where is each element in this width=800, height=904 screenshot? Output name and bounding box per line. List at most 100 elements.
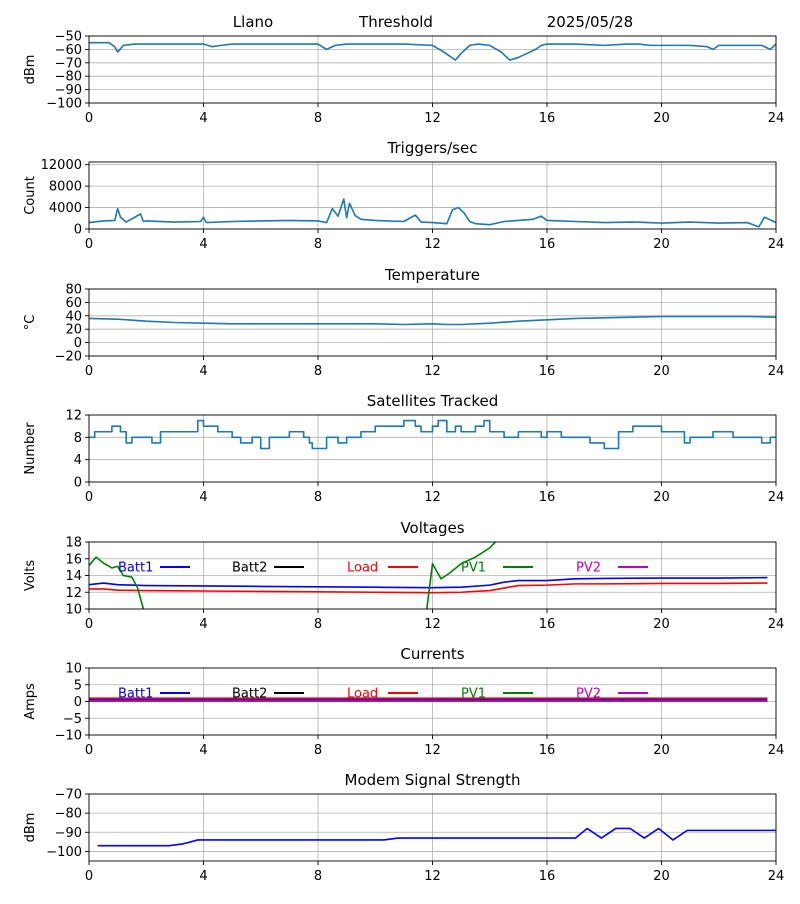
- legend-label-batt2: Batt2: [232, 561, 267, 576]
- y-tick-label: 60: [65, 296, 82, 311]
- y-tick-label: −100: [46, 845, 82, 860]
- x-tick-label: 0: [85, 869, 93, 884]
- x-tick-label: 24: [768, 490, 785, 505]
- y-tick-label: 14: [65, 569, 82, 584]
- chart-title: Currents: [400, 645, 464, 663]
- y-axis-label: Volts: [23, 560, 38, 592]
- x-tick-label: 4: [199, 617, 207, 632]
- y-tick-label: 12: [65, 586, 82, 601]
- x-tick-label: 16: [539, 617, 556, 632]
- x-tick-label: 4: [199, 869, 207, 884]
- x-tick-label: 12: [424, 490, 441, 505]
- y-axis-label: Number: [23, 422, 38, 475]
- x-tick-label: 0: [85, 111, 93, 126]
- series-group: [89, 697, 768, 702]
- y-tick-label: −100: [46, 97, 82, 112]
- panel-modem: 0 4 8 12 16 20 24 −100 −90 −80 −70 dBm Modem Signal …: [23, 771, 784, 884]
- y-tick-label: −70: [55, 56, 82, 71]
- series-group: [89, 542, 768, 609]
- x-tick-label: 8: [314, 364, 322, 379]
- legend-label-load: Load: [347, 561, 378, 576]
- y-tick-label: 10: [65, 603, 82, 618]
- x-tick-label: 4: [199, 111, 207, 126]
- x-tick-label: 8: [314, 617, 322, 632]
- y-tick-label: −80: [55, 70, 82, 85]
- legend-label-batt1: Batt1: [118, 561, 153, 576]
- y-tick-label: 5: [74, 678, 82, 693]
- legend-label-batt2: Batt2: [232, 687, 267, 702]
- y-axis-label: °C: [23, 315, 38, 331]
- x-tick-label: 0: [85, 490, 93, 505]
- x-tick-label: 8: [314, 490, 322, 505]
- chart-title: Triggers/sec: [387, 139, 478, 157]
- series-line: [89, 198, 776, 228]
- series-line: [97, 827, 776, 847]
- header-label: Threshold: [358, 13, 433, 31]
- chart-title: Satellites Tracked: [367, 392, 498, 410]
- series-group: [89, 41, 776, 61]
- panel-threshold: 0 4 8 12 16 20 24 −100−90−80−70−60−50 dBm: [23, 30, 784, 127]
- y-tick-label: −20: [55, 350, 82, 365]
- y-tick-label: 0: [74, 336, 82, 351]
- series-line: [89, 419, 776, 450]
- y-axis-label: Count: [23, 176, 38, 215]
- y-tick-label: −80: [55, 807, 82, 822]
- x-tick-label: 0: [85, 617, 93, 632]
- x-tick-label: 24: [768, 743, 785, 758]
- chart-title: Voltages: [400, 519, 464, 537]
- x-tick-label: 12: [424, 869, 441, 884]
- x-tick-label: 8: [314, 869, 322, 884]
- x-tick-label: 4: [199, 364, 207, 379]
- y-tick-label: 10: [65, 662, 82, 677]
- x-tick-label: 0: [85, 364, 93, 379]
- y-tick-label: 20: [65, 323, 82, 338]
- y-axis-label: Amps: [23, 683, 38, 720]
- series-line-load: [89, 582, 768, 594]
- y-axis-label: dBm: [23, 55, 38, 85]
- series-line-batt1: [89, 576, 768, 589]
- x-tick-label: 16: [539, 869, 556, 884]
- x-tick-label: 4: [199, 490, 207, 505]
- legend-label-batt1: Batt1: [118, 687, 153, 702]
- series-group: [89, 198, 776, 228]
- x-tick-label: 8: [314, 237, 322, 252]
- x-tick-label: 0: [85, 237, 93, 252]
- y-tick-label: 18: [65, 536, 82, 551]
- x-tick-label: 16: [539, 364, 556, 379]
- x-tick-label: 12: [424, 237, 441, 252]
- panel-satellites: 0 4 8 12 16 20 24 0 4 8 12 Number Satellites Tracked: [23, 392, 784, 505]
- x-tick-label: 0: [85, 743, 93, 758]
- chart-title: Temperature: [384, 266, 480, 284]
- x-tick-label: 8: [314, 743, 322, 758]
- x-tick-label: 20: [653, 490, 670, 505]
- series-group: [97, 827, 776, 847]
- y-tick-label: 40: [65, 309, 82, 324]
- legend-label-pv1: PV1: [461, 687, 486, 702]
- x-tick-label: 20: [653, 743, 670, 758]
- x-tick-label: 16: [539, 111, 556, 126]
- series-line-pv1: [89, 542, 497, 609]
- y-tick-label: 0: [74, 695, 82, 710]
- x-tick-label: 20: [653, 364, 670, 379]
- legend-label-load: Load: [347, 687, 378, 702]
- y-tick-label: 80: [65, 283, 82, 298]
- x-tick-label: 12: [424, 111, 441, 126]
- y-tick-label: −60: [55, 43, 82, 58]
- y-tick-label: 12: [65, 409, 82, 424]
- header-date: 2025/05/28: [547, 13, 633, 31]
- y-tick-label: −50: [55, 30, 82, 45]
- x-tick-label: 20: [653, 111, 670, 126]
- y-tick-label: 0: [74, 476, 82, 491]
- y-tick-label: 8: [74, 431, 82, 446]
- site-name: Llano: [233, 13, 273, 31]
- x-tick-label: 24: [768, 869, 785, 884]
- legend-label-pv2: PV2: [576, 687, 601, 702]
- y-tick-label: −70: [55, 788, 82, 803]
- x-tick-label: 12: [424, 743, 441, 758]
- y-tick-label: 4: [74, 453, 82, 468]
- x-tick-label: 8: [314, 111, 322, 126]
- series-group: [89, 315, 776, 326]
